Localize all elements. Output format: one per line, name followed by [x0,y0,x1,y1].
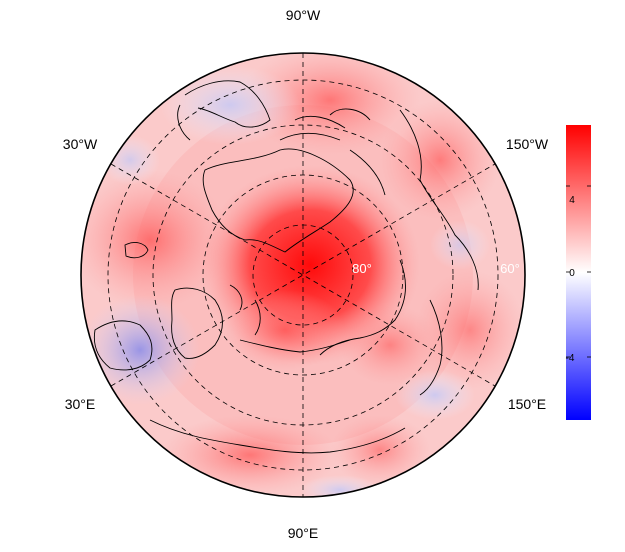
meridian-30w-150e [110,163,496,387]
lat-label-60: 60° [500,261,520,276]
lon-label-lower-left: 30°E [65,396,96,412]
colorbar: 4 0 -4 [566,125,591,420]
asia-coast [149,419,406,454]
colorbar-tick-neg4: -4 [566,353,575,364]
svalbard-coast [229,284,261,336]
lon-label-lower-right: 150°E [508,396,546,412]
meridians [110,53,496,497]
iceland-coast [124,242,149,259]
lon-label-bottom: 90°E [288,525,319,541]
lon-label-upper-left: 30°W [63,136,98,152]
lon-label-top: 90°W [286,7,321,23]
kamchatka-coast [419,299,443,396]
greenland-coast [202,148,354,253]
siberia-coast [239,339,351,353]
colorbar-gradient [566,125,591,420]
map-boundary [80,52,526,498]
europe-coast [93,320,153,371]
canada-coast [177,80,271,141]
lat-label-80: 80° [352,261,372,276]
meridian-30e-150w [110,163,496,387]
colorbar-tick-4: 4 [569,195,575,206]
canada-archipelago-coast [279,108,386,196]
colorbar-tick-0: 0 [569,268,575,279]
lon-label-upper-right: 150°W [506,136,549,152]
scandinavia-coast [171,287,223,359]
